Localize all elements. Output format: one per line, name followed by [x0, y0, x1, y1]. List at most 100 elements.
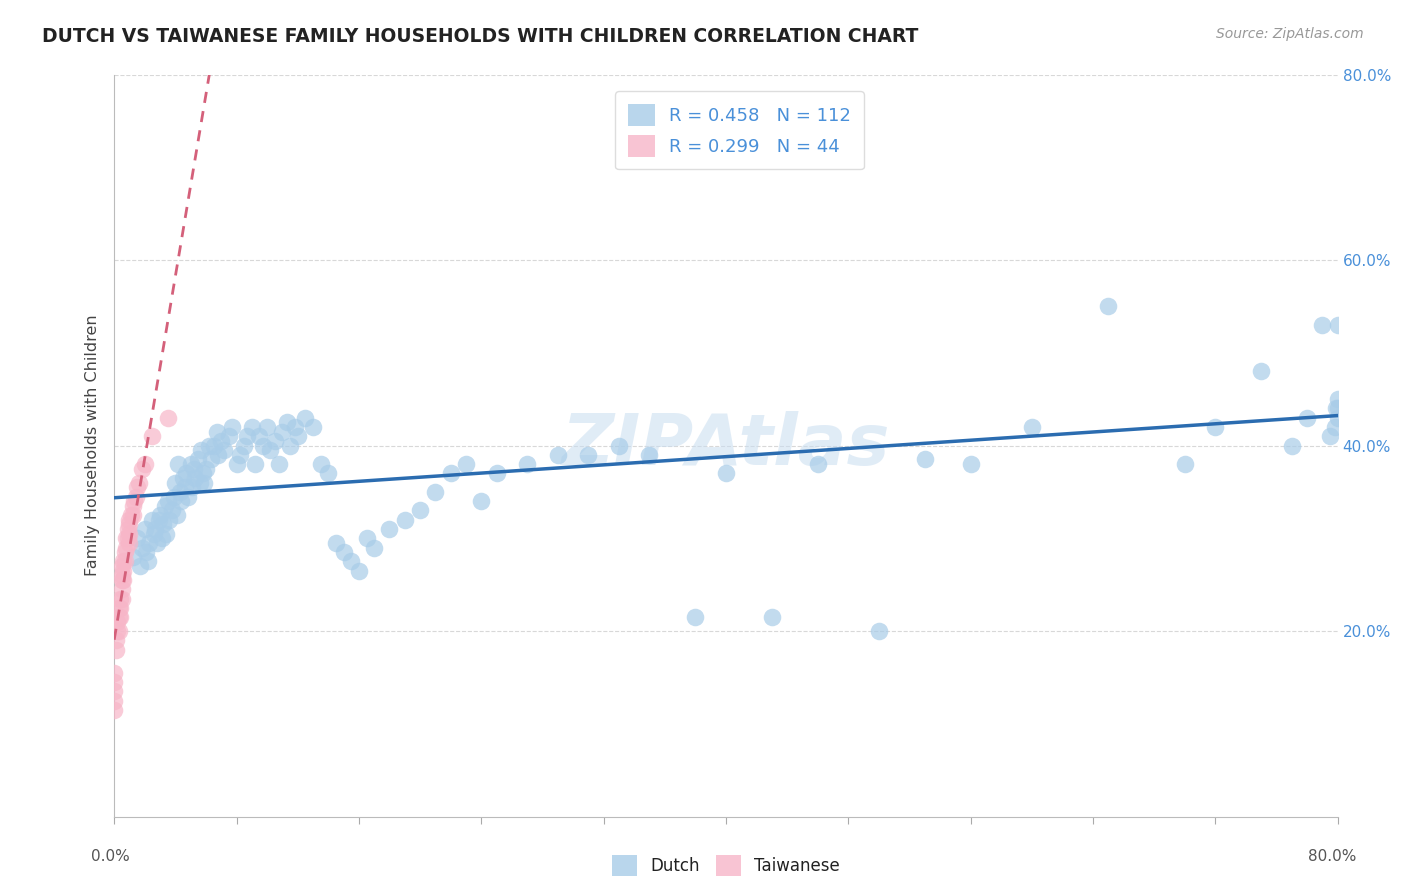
Point	[284, 420, 307, 434]
Point	[128, 475, 150, 490]
Point	[309, 457, 332, 471]
Point	[115, 531, 138, 545]
Point	[516, 457, 538, 471]
Point	[685, 610, 707, 624]
Point	[378, 522, 401, 536]
Legend: Dutch, Taiwanese: Dutch, Taiwanese	[605, 848, 846, 882]
Point	[607, 438, 630, 452]
Point	[118, 526, 141, 541]
Point	[124, 490, 146, 504]
Text: Source: ZipAtlas.com: Source: ZipAtlas.com	[1216, 27, 1364, 41]
Point	[157, 513, 180, 527]
Point	[914, 452, 936, 467]
Point	[1097, 299, 1119, 313]
Point	[183, 461, 205, 475]
Point	[1326, 410, 1348, 425]
Point	[111, 582, 134, 597]
Point	[121, 508, 143, 522]
Point	[1312, 318, 1334, 332]
Point	[287, 429, 309, 443]
Point	[356, 531, 378, 545]
Point	[114, 545, 136, 559]
Point	[170, 494, 193, 508]
Point	[174, 467, 197, 481]
Point	[209, 434, 232, 448]
Point	[176, 490, 198, 504]
Point	[325, 536, 347, 550]
Point	[409, 503, 432, 517]
Point	[214, 443, 236, 458]
Point	[184, 471, 207, 485]
Point	[249, 429, 271, 443]
Point	[156, 494, 179, 508]
Point	[103, 675, 125, 690]
Y-axis label: Family Households with Children: Family Households with Children	[86, 315, 100, 576]
Point	[150, 531, 173, 545]
Point	[129, 559, 152, 574]
Point	[294, 410, 316, 425]
Point	[193, 475, 215, 490]
Point	[256, 420, 278, 434]
Point	[118, 517, 141, 532]
Point	[302, 420, 325, 434]
Point	[153, 499, 176, 513]
Point	[188, 475, 211, 490]
Point	[156, 410, 179, 425]
Point	[135, 545, 157, 559]
Point	[394, 513, 416, 527]
Point	[200, 452, 222, 467]
Point	[134, 522, 156, 536]
Point	[218, 429, 240, 443]
Point	[363, 541, 385, 555]
Point	[121, 549, 143, 564]
Point	[173, 480, 195, 494]
Point	[112, 573, 135, 587]
Point	[269, 457, 291, 471]
Point	[233, 438, 256, 452]
Point	[122, 494, 145, 508]
Point	[104, 633, 127, 648]
Point	[146, 536, 169, 550]
Point	[1174, 457, 1197, 471]
Point	[104, 642, 127, 657]
Point	[103, 703, 125, 717]
Point	[163, 490, 186, 504]
Point	[263, 434, 285, 448]
Point	[111, 591, 134, 606]
Point	[107, 624, 129, 638]
Point	[470, 494, 492, 508]
Point	[1281, 438, 1303, 452]
Point	[278, 438, 301, 452]
Point	[340, 554, 363, 568]
Point	[547, 448, 569, 462]
Point	[166, 508, 188, 522]
Point	[152, 517, 174, 532]
Point	[240, 420, 263, 434]
Text: 0.0%: 0.0%	[91, 849, 131, 863]
Point	[107, 610, 129, 624]
Point	[118, 536, 141, 550]
Point	[121, 499, 143, 513]
Point	[107, 600, 129, 615]
Point	[181, 480, 204, 494]
Point	[141, 429, 163, 443]
Point	[162, 503, 184, 517]
Point	[172, 471, 194, 485]
Point	[807, 457, 830, 471]
Point	[1326, 318, 1348, 332]
Point	[155, 526, 177, 541]
Point	[485, 467, 508, 481]
Point	[1323, 420, 1346, 434]
Point	[127, 480, 149, 494]
Point	[127, 531, 149, 545]
Point	[347, 564, 370, 578]
Point	[117, 531, 139, 545]
Point	[105, 624, 128, 638]
Point	[111, 568, 134, 582]
Point	[134, 457, 156, 471]
Text: 80.0%: 80.0%	[1309, 849, 1357, 863]
Point	[138, 536, 160, 550]
Text: ZIPAtlas: ZIPAtlas	[561, 411, 890, 480]
Point	[236, 429, 259, 443]
Point	[243, 457, 266, 471]
